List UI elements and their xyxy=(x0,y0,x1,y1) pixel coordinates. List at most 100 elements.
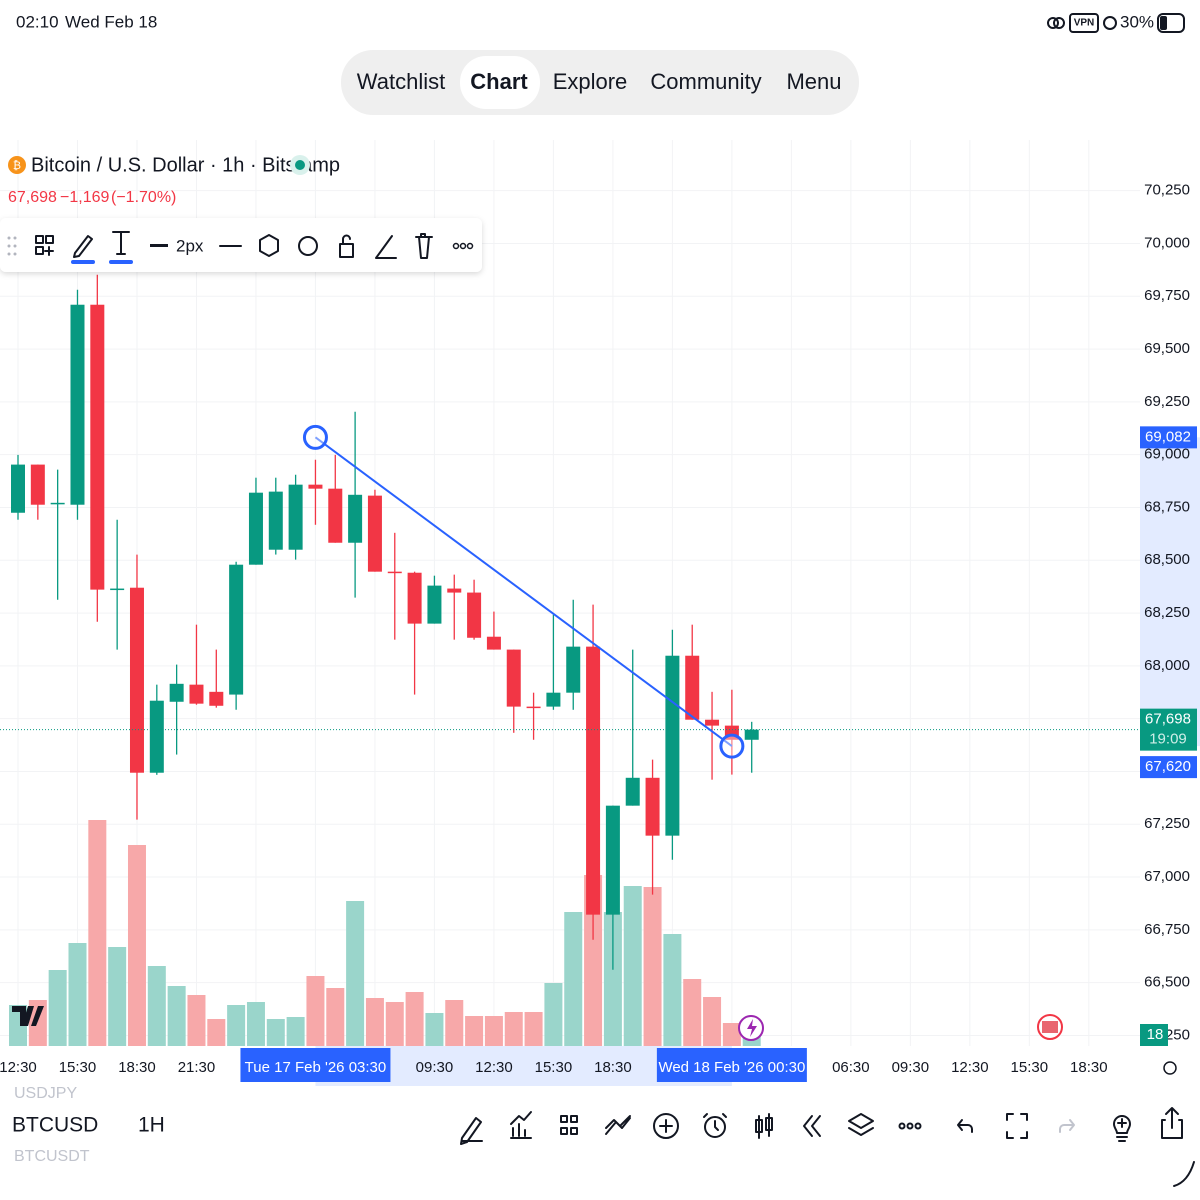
candle-body xyxy=(189,684,204,704)
tool-text-color[interactable] xyxy=(109,231,133,264)
candle-body xyxy=(705,719,720,726)
tool-angle[interactable] xyxy=(375,235,397,259)
candle-body xyxy=(447,588,462,593)
candle-body xyxy=(605,805,620,915)
candle-body xyxy=(367,495,382,572)
x-tick-label: 15:30 xyxy=(1011,1059,1049,1076)
y-tick-label: 67,250 xyxy=(1144,815,1190,832)
nav-tab[interactable]: Watchlist xyxy=(357,69,445,94)
tool-settings[interactable] xyxy=(259,234,279,257)
candle-body xyxy=(169,683,184,702)
candle-body xyxy=(129,587,144,773)
candle-body xyxy=(70,304,85,505)
nav-tab[interactable]: Explore xyxy=(553,69,628,94)
market-status-dot xyxy=(295,160,305,170)
volume-bar xyxy=(48,970,67,1046)
candle-body xyxy=(11,464,25,513)
x-tick-label: 09:30 xyxy=(416,1059,454,1076)
candle-body xyxy=(248,492,263,565)
y-tick-label: 69,000 xyxy=(1144,446,1190,463)
tool-more[interactable] xyxy=(452,242,474,250)
date: Wed Feb 18 xyxy=(65,12,157,31)
status-icons: VPN xyxy=(1047,13,1185,33)
x-tick-label: 09:30 xyxy=(892,1059,930,1076)
price-range-band xyxy=(1140,437,1200,747)
volume-bar xyxy=(584,875,603,1046)
trend-start-label-box xyxy=(1140,426,1197,449)
interval[interactable]: 1H xyxy=(138,1114,165,1137)
countdown: 19:09 xyxy=(1149,731,1187,748)
volume-bar xyxy=(683,979,702,1046)
volume-bar xyxy=(663,934,682,1046)
current-symbol[interactable]: BTCUSD xyxy=(12,1114,98,1137)
volume-bar xyxy=(187,995,206,1046)
candle-body xyxy=(407,572,422,624)
tool-lock[interactable] xyxy=(339,234,354,258)
nav-selected xyxy=(460,56,540,109)
tool-templates[interactable] xyxy=(35,235,54,256)
candle-body xyxy=(229,564,244,695)
btn-undo[interactable] xyxy=(957,1119,973,1133)
volume-bar xyxy=(504,1012,523,1046)
trendline-handle[interactable] xyxy=(719,733,745,759)
x-tick-label: Wed 18 Feb '26 00:30 xyxy=(658,1059,805,1076)
prev-symbol[interactable]: USDJPY xyxy=(14,1085,77,1102)
btn-add[interactable] xyxy=(653,1113,679,1139)
btn-draw[interactable] xyxy=(460,1117,483,1145)
volume-bar xyxy=(405,992,424,1046)
candle-body xyxy=(110,588,125,591)
volume-bar xyxy=(68,943,87,1046)
candle-body xyxy=(427,585,442,624)
tool-delete[interactable] xyxy=(415,233,433,259)
volume-bar xyxy=(88,820,107,1046)
nav-tab[interactable]: Menu xyxy=(786,69,841,94)
btn-redo[interactable] xyxy=(1059,1119,1075,1133)
volume-bar xyxy=(246,1002,265,1046)
btn-share[interactable] xyxy=(1161,1107,1183,1139)
btn-indicators[interactable] xyxy=(510,1111,532,1139)
btn-compare[interactable] xyxy=(605,1115,631,1135)
symbol-name: Bitcoin / U.S. Dollar · 1h · Bitstamp xyxy=(31,154,340,176)
candle-body xyxy=(566,646,581,693)
btc-glyph: ₿ xyxy=(13,160,21,172)
volume-bar xyxy=(167,986,186,1046)
btn-ideas[interactable] xyxy=(1113,1115,1131,1142)
bottom-toolbar xyxy=(460,1107,1195,1187)
volume-bar xyxy=(207,1019,226,1046)
trendline-handle[interactable] xyxy=(302,424,328,450)
drawing-toolbar: 2px xyxy=(0,218,482,272)
volume-bar xyxy=(108,947,127,1046)
tool-line-width[interactable] xyxy=(150,244,168,247)
symbol-change: −1,169 xyxy=(60,189,109,206)
x-label-highlight xyxy=(656,1048,807,1082)
x-tick-label: 15:30 xyxy=(535,1059,573,1076)
nav-tab[interactable]: Chart xyxy=(470,69,528,94)
next-symbol[interactable]: BTCUSDT xyxy=(14,1148,90,1165)
trend-start-label: 69,082 xyxy=(1145,428,1191,445)
candle-body xyxy=(30,464,45,505)
x-label-highlight xyxy=(240,1048,391,1082)
volume-label: 18 xyxy=(1147,1026,1164,1043)
btn-alert[interactable] xyxy=(704,1116,726,1138)
y-tick-label: 69,250 xyxy=(1144,393,1190,410)
y-tick-label: 68,500 xyxy=(1144,551,1190,568)
tool-alert[interactable] xyxy=(298,236,318,256)
btn-fullscreen[interactable] xyxy=(1006,1113,1028,1139)
volume-bar xyxy=(465,1016,484,1046)
y-tick-label: 69,750 xyxy=(1144,287,1190,304)
btn-layers[interactable] xyxy=(848,1113,874,1136)
last-price-label-box xyxy=(1140,708,1197,751)
btn-replay[interactable] xyxy=(803,1115,821,1137)
btn-layout[interactable] xyxy=(560,1115,578,1135)
y-tick-label: 68,250 xyxy=(1144,604,1190,621)
candle-body xyxy=(149,700,164,773)
volume-bar xyxy=(385,1002,404,1046)
nav-tab[interactable]: Community xyxy=(650,69,761,94)
candle-body xyxy=(308,484,323,489)
line-width-label[interactable]: 2px xyxy=(176,236,204,255)
tool-color[interactable] xyxy=(71,235,95,264)
candle-body xyxy=(209,691,224,706)
x-tick-label: 15:30 xyxy=(59,1059,97,1076)
btn-chart-type[interactable] xyxy=(755,1113,773,1139)
